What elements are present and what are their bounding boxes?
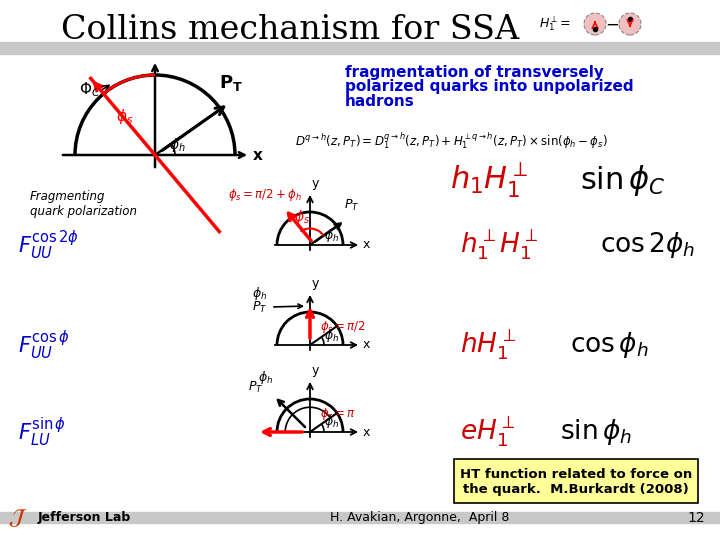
Text: $hH_1^\perp$: $hH_1^\perp$ [460, 328, 516, 362]
Text: x: x [363, 339, 370, 352]
Text: $\phi_h$: $\phi_h$ [325, 414, 340, 430]
Text: $\cos\phi_h$: $\cos\phi_h$ [570, 330, 649, 360]
Text: $eH_1^\perp$: $eH_1^\perp$ [460, 415, 516, 449]
Text: Jefferson Lab: Jefferson Lab [38, 511, 131, 524]
Text: $D^{q\to h}(z,P_T)=D_1^{q\to h}(z,P_T)+H_1^{\perp q\to h}(z,P_T)\times\sin(\phi_: $D^{q\to h}(z,P_T)=D_1^{q\to h}(z,P_T)+H… [295, 131, 608, 151]
FancyBboxPatch shape [454, 459, 698, 503]
Text: $\mathcal{J}$: $\mathcal{J}$ [9, 507, 27, 529]
Text: x: x [363, 426, 370, 438]
Text: x: x [253, 147, 263, 163]
Text: $-$: $-$ [605, 15, 619, 33]
Text: $\sin\phi_C$: $\sin\phi_C$ [580, 163, 665, 198]
Text: $\phi_s=\pi/2+\phi_h$: $\phi_s=\pi/2+\phi_h$ [228, 187, 302, 203]
Text: $H_1^\perp\!=\,$: $H_1^\perp\!=\,$ [539, 15, 571, 33]
Text: $P_T$: $P_T$ [343, 198, 359, 213]
Text: hadrons: hadrons [345, 94, 415, 110]
Text: x: x [363, 239, 370, 252]
Text: $\phi_h$: $\phi_h$ [168, 136, 185, 154]
Text: $\phi_h$: $\phi_h$ [325, 226, 340, 244]
Text: $h_1^\perp H_1^\perp$: $h_1^\perp H_1^\perp$ [460, 228, 539, 262]
Text: $\phi_s=\pi$: $\phi_s=\pi$ [320, 406, 356, 422]
Text: $\sin\phi_h$: $\sin\phi_h$ [560, 417, 632, 447]
Text: $\phi_s=\pi/2$: $\phi_s=\pi/2$ [320, 319, 366, 335]
Text: fragmentation of transversely: fragmentation of transversely [345, 64, 604, 79]
Text: $F_{LU}^{\sin\phi}$: $F_{LU}^{\sin\phi}$ [18, 415, 66, 449]
Text: $\mathbf{P_T}$: $\mathbf{P_T}$ [219, 72, 243, 92]
Text: $P_T$: $P_T$ [251, 300, 267, 314]
Text: HT function related to force on: HT function related to force on [460, 468, 692, 481]
Text: H. Avakian, Argonne,  April 8: H. Avakian, Argonne, April 8 [330, 511, 509, 524]
Text: Collins mechanism for SSA: Collins mechanism for SSA [61, 14, 519, 46]
Text: y: y [312, 364, 320, 377]
Text: $\phi_h$: $\phi_h$ [325, 327, 340, 343]
Text: $h_1 H_1^\perp$: $h_1 H_1^\perp$ [450, 160, 528, 200]
Text: $\phi_s$: $\phi_s$ [117, 107, 134, 126]
Text: $\phi_s$: $\phi_s$ [294, 208, 310, 226]
Text: $\phi_h$: $\phi_h$ [258, 368, 273, 386]
Text: $F_{UU}^{\cos\phi}$: $F_{UU}^{\cos\phi}$ [18, 328, 70, 362]
Text: $\cos 2\phi_h$: $\cos 2\phi_h$ [600, 230, 696, 260]
Circle shape [584, 13, 606, 35]
Text: $F_{UU}^{\cos 2\phi}$: $F_{UU}^{\cos 2\phi}$ [18, 228, 79, 262]
Text: the quark.  M.Burkardt (2008): the quark. M.Burkardt (2008) [463, 483, 689, 496]
Text: $P_T$: $P_T$ [248, 380, 263, 395]
Text: $\phi_h$: $\phi_h$ [252, 286, 267, 302]
Text: polarized quarks into unpolarized: polarized quarks into unpolarized [345, 79, 634, 94]
Text: y: y [312, 277, 320, 290]
Text: 12: 12 [688, 511, 705, 525]
Circle shape [619, 13, 641, 35]
Bar [0, 42, 720, 54]
Text: y: y [312, 177, 320, 190]
Text: $\Phi_C$: $\Phi_C$ [79, 80, 101, 99]
Bar [0, 512, 720, 523]
Text: Fragmenting
quark polarization: Fragmenting quark polarization [30, 190, 137, 218]
